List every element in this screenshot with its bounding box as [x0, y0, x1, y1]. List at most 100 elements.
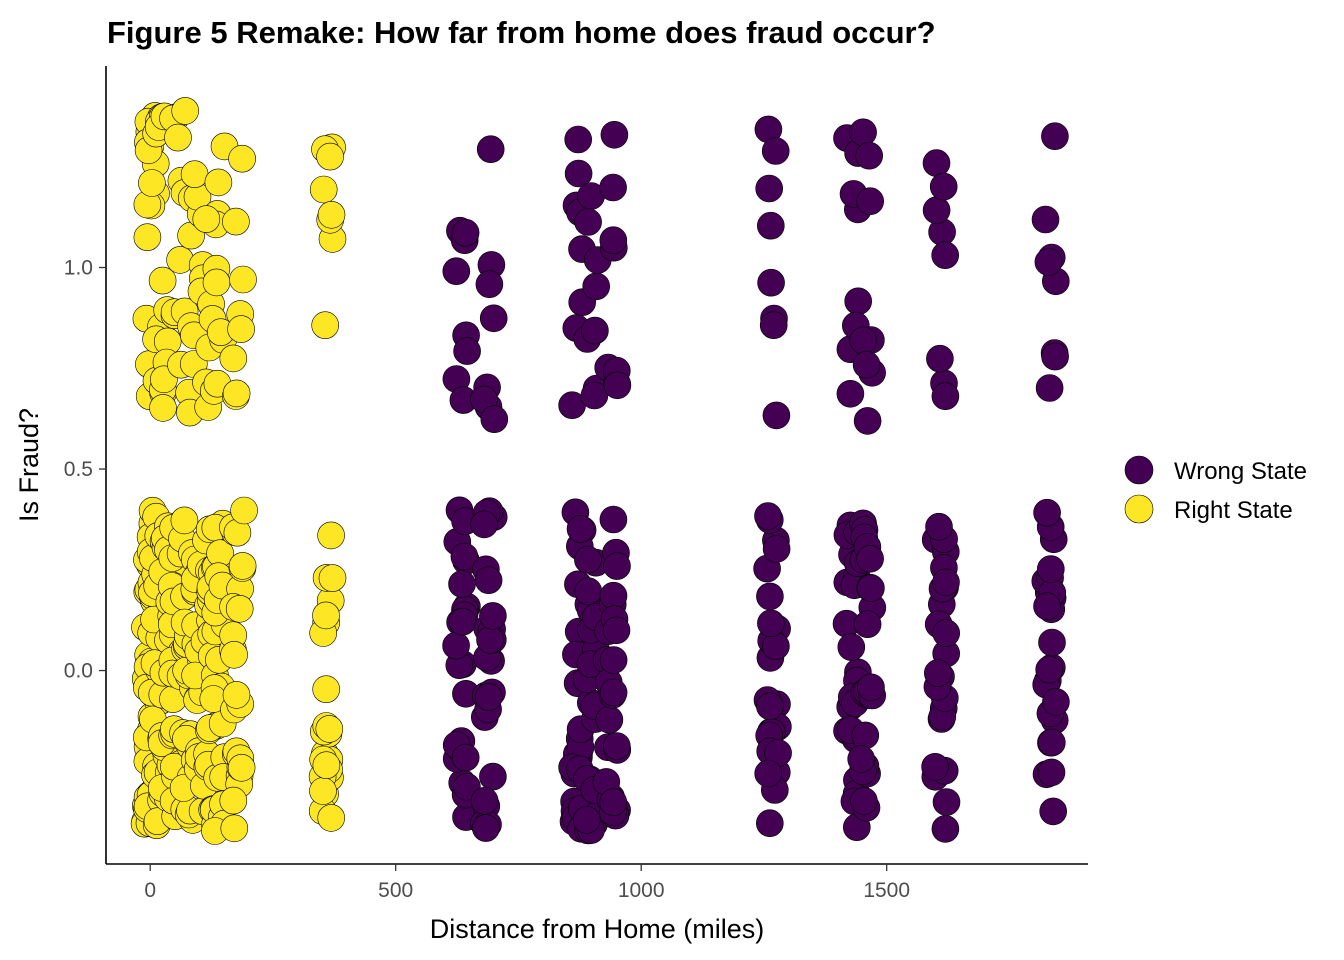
data-point [921, 752, 949, 781]
data-point [572, 806, 601, 834]
data-point [222, 379, 251, 408]
data-point [476, 135, 505, 163]
data-point [228, 552, 257, 580]
data-point [479, 762, 507, 791]
data-point [922, 149, 951, 177]
data-point [564, 159, 593, 188]
data-point [148, 266, 177, 295]
data-point [470, 786, 499, 815]
data-point [599, 788, 628, 817]
data-point [311, 311, 340, 340]
data-point [202, 268, 231, 297]
data-point [857, 574, 885, 602]
data-point [755, 809, 784, 838]
data-point [850, 787, 878, 815]
data-point [171, 97, 199, 125]
legend-label-right-state: Right State [1174, 497, 1293, 524]
data-point [932, 568, 960, 597]
x-axis-label: Distance from Home (miles) [430, 914, 765, 944]
data-point [853, 610, 882, 639]
data-point [853, 407, 882, 435]
data-point [929, 172, 958, 201]
data-point [599, 226, 628, 254]
data-point [442, 257, 471, 286]
data-point [318, 564, 347, 592]
data-point [849, 118, 877, 147]
data-point [1037, 758, 1066, 787]
data-point [756, 692, 784, 721]
data-point [315, 715, 344, 743]
legend-key-wrong-state [1124, 455, 1154, 485]
data-point [836, 379, 865, 408]
data-point [837, 633, 866, 661]
data-point [222, 681, 251, 709]
data-point [309, 175, 338, 204]
data-point [480, 405, 509, 434]
data-point [603, 552, 631, 580]
data-point [856, 187, 885, 215]
data-point [564, 125, 593, 154]
data-point [453, 337, 481, 365]
data-point [759, 311, 788, 340]
x-tick-label: 1000 [618, 879, 665, 902]
x-tick-label: 500 [378, 879, 413, 902]
legend: Wrong State Right State [1124, 455, 1307, 524]
data-point [602, 732, 631, 760]
data-point [757, 268, 785, 297]
data-point [852, 350, 881, 379]
data-point [931, 241, 960, 269]
data-point [931, 382, 960, 411]
data-point [581, 316, 609, 345]
data-point [755, 174, 784, 203]
data-point [309, 777, 337, 805]
y-tick-label: 0.0 [64, 660, 93, 683]
data-point [599, 646, 628, 674]
legend-key-right-state [1124, 494, 1154, 524]
x-tick-label: 0 [144, 879, 156, 902]
data-point [204, 168, 233, 197]
data-point [761, 137, 790, 165]
data-point [582, 272, 611, 301]
data-point [574, 208, 602, 236]
data-point [756, 582, 784, 611]
data-point [474, 683, 503, 711]
data-point [754, 502, 782, 530]
data-point [220, 640, 248, 669]
data-point [856, 544, 884, 573]
data-point [849, 326, 878, 355]
data-point [472, 814, 500, 842]
data-point [474, 566, 503, 595]
data-point [922, 196, 951, 224]
data-point [225, 594, 254, 623]
y-axis-label: Is Fraud? [14, 408, 44, 522]
data-point [756, 211, 785, 240]
data-point [1038, 728, 1066, 757]
data-point [192, 205, 221, 233]
points-layer [130, 97, 1070, 845]
data-point [844, 287, 873, 316]
data-point [479, 304, 508, 333]
data-point [1033, 498, 1061, 527]
data-point [166, 246, 194, 274]
data-point [757, 609, 785, 638]
data-point [566, 515, 595, 543]
data-point [227, 753, 256, 782]
data-point [855, 141, 884, 170]
data-point [1035, 374, 1064, 402]
data-point [603, 371, 632, 400]
data-point [847, 745, 876, 773]
data-point [442, 631, 470, 660]
legend-label-wrong-state: Wrong State [1174, 458, 1307, 485]
data-point [470, 510, 499, 539]
data-point [448, 607, 477, 636]
data-point [312, 675, 341, 704]
data-point [228, 144, 256, 173]
data-point [316, 142, 344, 171]
data-point [574, 545, 602, 574]
data-point [180, 160, 209, 188]
data-point [599, 173, 627, 202]
x-axis-ticks: 0 500 1000 1500 [144, 864, 910, 902]
x-tick-label: 1500 [863, 879, 910, 902]
data-point [312, 751, 341, 780]
